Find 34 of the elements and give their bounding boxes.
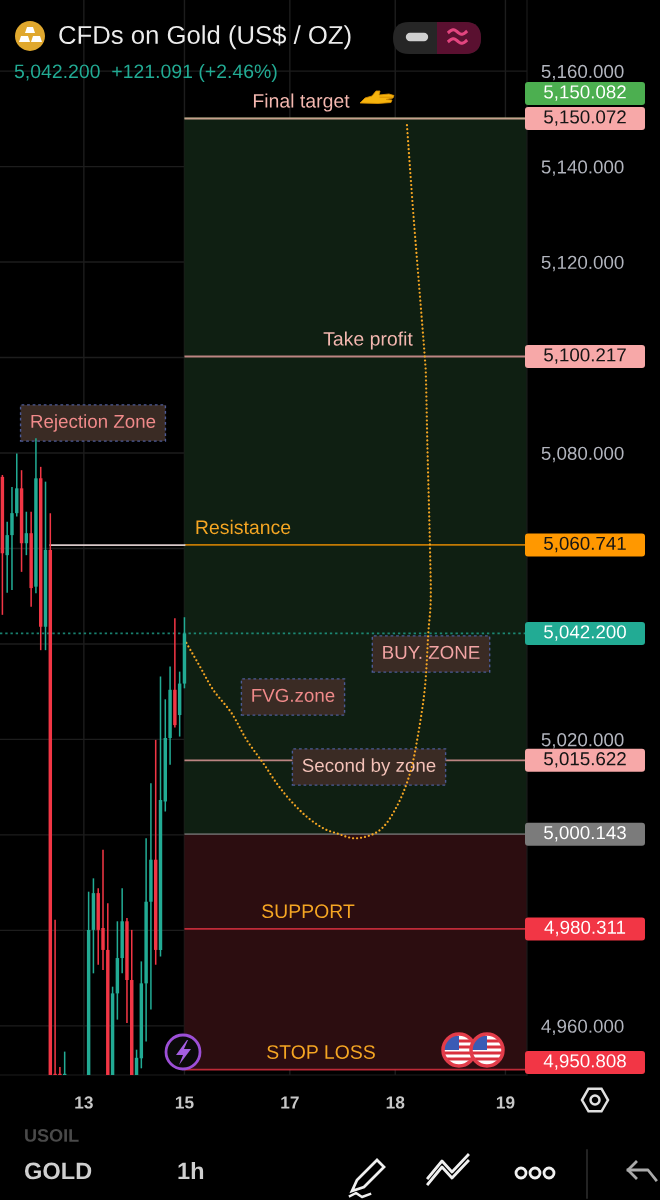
annotation: SUPPORT: [262, 904, 355, 919]
y-tick-label: 5,020.000: [541, 733, 624, 749]
ref-line-label: 5,015.622: [544, 752, 626, 768]
ref-line-label: 5,000.143: [544, 825, 626, 842]
ref-line-label: 5,100.217: [544, 348, 626, 364]
ref-line-label: 5,150.072: [544, 110, 626, 126]
annotation: STOP LOSS: [267, 1045, 375, 1059]
y-tick-label: 5,080.000: [541, 446, 624, 463]
y-tick-label: 4,960.000: [541, 1019, 624, 1036]
y-tick-label: 5,140.000: [541, 160, 624, 176]
annotation: Second by zone: [302, 758, 436, 776]
x-tick-label: 18: [386, 1096, 405, 1109]
annotation: Take profit: [323, 331, 413, 350]
ref-line-label: 5,150.082: [544, 85, 626, 101]
text: USOIL: [25, 1129, 79, 1142]
ref-line-label: 4,950.808: [543, 1054, 626, 1070]
x-tick-label: 17: [281, 1096, 299, 1109]
annotation: Final target: [253, 93, 350, 112]
x-tick-label: 15: [175, 1096, 194, 1109]
text: 1h: [178, 1161, 204, 1180]
x-tick-label: 19: [496, 1096, 515, 1109]
ref-line-label: 5,060.741: [544, 536, 626, 553]
annotation: Rejection Zone: [31, 414, 156, 432]
annotation: BUY. ZONE: [383, 645, 480, 660]
annotation: Resistance: [196, 519, 291, 535]
text: GOLD: [24, 1162, 92, 1180]
text: 5,042.200 +121.091 (+2.46%): [14, 63, 277, 83]
ref-line-label: 5,042.200: [544, 625, 626, 641]
annotation: FVG.zone: [252, 688, 335, 703]
text: CFDs on Gold (US$ / OZ): [59, 24, 351, 50]
y-tick-label: 5,160.000: [541, 64, 624, 81]
y-tick-label: 5,120.000: [541, 255, 624, 272]
x-tick-label: 13: [75, 1096, 93, 1109]
ref-line-label: 4,980.311: [544, 920, 626, 937]
